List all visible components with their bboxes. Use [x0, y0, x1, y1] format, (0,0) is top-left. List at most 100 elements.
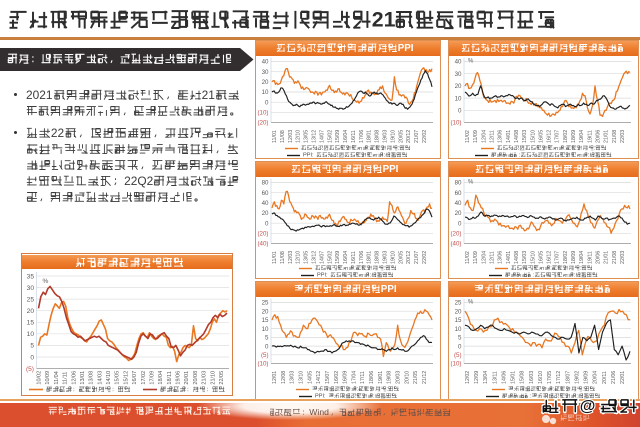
svg-text:16/12: 16/12 — [547, 250, 553, 263]
svg-text:21/08: 21/08 — [612, 130, 618, 143]
svg-text:15/07: 15/07 — [324, 371, 330, 384]
svg-text:16/04: 16/04 — [343, 250, 349, 263]
svg-text:17/11: 17/11 — [360, 371, 366, 384]
svg-text:16/11: 16/11 — [350, 251, 356, 264]
svg-text:18/04: 18/04 — [158, 371, 164, 385]
svg-text:15/09: 15/09 — [335, 130, 341, 143]
svg-text::: : — [386, 386, 388, 392]
svg-text:12/10: 12/10 — [295, 250, 301, 263]
svg-text:16/12: 16/12 — [547, 130, 553, 143]
svg-text:19/08: 19/08 — [386, 371, 392, 384]
svg-text:18/07: 18/07 — [565, 371, 571, 384]
svg-text:19/10: 19/10 — [390, 250, 396, 263]
svg-text:10: 10 — [455, 326, 462, 333]
svg-text:PPI: PPI — [398, 43, 414, 54]
svg-text:16/02: 16/02 — [333, 371, 339, 384]
svg-text:30: 30 — [455, 71, 462, 78]
svg-text:PPI:: PPI: — [315, 393, 326, 399]
svg-text:20/10: 20/10 — [404, 371, 410, 384]
svg-text:13/10: 13/10 — [298, 371, 304, 384]
svg-text:14/07: 14/07 — [319, 130, 325, 143]
svg-text:(10): (10) — [450, 361, 461, 368]
svg-text::: : — [357, 386, 359, 392]
svg-text:40: 40 — [455, 200, 462, 207]
svg-text:0: 0 — [458, 220, 462, 227]
svg-text::: : — [582, 386, 584, 392]
svg-text:12/06: 12/06 — [71, 371, 77, 385]
svg-text:17/07: 17/07 — [555, 130, 561, 143]
svg-text:22Q2: 22Q2 — [124, 174, 153, 188]
svg-text:19/04: 19/04 — [579, 130, 585, 143]
svg-text:15/09: 15/09 — [335, 250, 341, 263]
svg-text:17/12: 17/12 — [556, 371, 562, 384]
svg-text:11/11: 11/11 — [62, 372, 68, 385]
svg-text::: : — [397, 145, 399, 151]
svg-text:13/05: 13/05 — [303, 250, 309, 263]
svg-text:40: 40 — [261, 59, 268, 66]
svg-text:%: % — [468, 300, 474, 306]
svg-text:17/04: 17/04 — [351, 371, 357, 384]
svg-text:14/08: 14/08 — [514, 130, 520, 143]
svg-text:18/11: 18/11 — [166, 371, 172, 384]
svg-text:20/06: 20/06 — [596, 250, 602, 263]
svg-text:16/05: 16/05 — [538, 250, 544, 263]
svg-text:20: 20 — [261, 79, 268, 86]
svg-text:17/07: 17/07 — [555, 250, 561, 263]
svg-text:11/09: 11/09 — [473, 130, 479, 143]
svg-text:22/05: 22/05 — [219, 371, 225, 385]
svg-text:14/08: 14/08 — [514, 250, 520, 263]
svg-text:Wind: Wind — [309, 407, 329, 417]
svg-text::: : — [593, 145, 595, 151]
svg-text:20/11: 20/11 — [602, 371, 608, 384]
svg-text:80: 80 — [455, 179, 462, 186]
svg-text:13/01: 13/01 — [80, 371, 86, 385]
svg-text:5: 5 — [458, 335, 462, 342]
svg-text:22/01: 22/01 — [620, 371, 626, 384]
svg-text:15/12: 15/12 — [123, 371, 129, 385]
svg-text:17/06: 17/06 — [358, 250, 364, 263]
svg-text:0: 0 — [265, 220, 269, 227]
svg-text:PPI:: PPI: — [317, 273, 328, 279]
svg-text:16/05: 16/05 — [538, 130, 544, 143]
svg-text:20: 20 — [26, 308, 34, 315]
svg-text:(10): (10) — [257, 110, 268, 117]
svg-text:@: @ — [580, 398, 596, 415]
svg-text:20/01: 20/01 — [184, 371, 190, 385]
svg-text:20/04: 20/04 — [593, 371, 599, 384]
svg-text:25: 25 — [261, 300, 268, 307]
svg-text:10: 10 — [261, 89, 268, 96]
svg-text:11/02: 11/02 — [465, 130, 471, 143]
svg-text:12/10: 12/10 — [295, 130, 301, 143]
svg-text:14/10: 14/10 — [106, 371, 112, 385]
svg-text:0: 0 — [265, 99, 269, 106]
svg-text:10: 10 — [261, 326, 268, 333]
svg-text:%: % — [468, 179, 474, 185]
svg-text:16/11: 16/11 — [350, 130, 356, 143]
svg-text:15/03: 15/03 — [522, 250, 528, 263]
svg-text:15/05: 15/05 — [114, 371, 120, 385]
svg-text:21: 21 — [372, 7, 396, 31]
svg-text:19/11: 19/11 — [587, 251, 593, 264]
svg-text:(20): (20) — [257, 230, 268, 237]
svg-text:17/09: 17/09 — [149, 371, 155, 385]
svg-text:19/09: 19/09 — [584, 371, 590, 384]
svg-text:19/03: 19/03 — [382, 250, 388, 263]
svg-text::: : — [530, 393, 532, 399]
svg-text:17/06: 17/06 — [358, 130, 364, 143]
svg-text:11/01: 11/01 — [272, 130, 278, 143]
svg-text:21/01: 21/01 — [604, 250, 610, 263]
svg-text:21/10: 21/10 — [210, 371, 216, 385]
svg-text:20/12: 20/12 — [406, 250, 412, 263]
svg-text:(40): (40) — [257, 240, 268, 247]
svg-text:20: 20 — [455, 83, 462, 90]
svg-text:20/06: 20/06 — [596, 130, 602, 143]
svg-text:12/01: 12/01 — [272, 371, 278, 384]
svg-text:(20): (20) — [257, 120, 268, 127]
svg-text:15/08: 15/08 — [520, 371, 526, 384]
svg-text:21/03: 21/03 — [201, 371, 207, 385]
svg-text:13/05: 13/05 — [303, 130, 309, 143]
svg-text:11/09: 11/09 — [473, 251, 479, 264]
svg-text:18/09: 18/09 — [571, 250, 577, 263]
svg-text:13/04: 13/04 — [483, 371, 489, 384]
svg-text:10/09: 10/09 — [45, 371, 51, 385]
